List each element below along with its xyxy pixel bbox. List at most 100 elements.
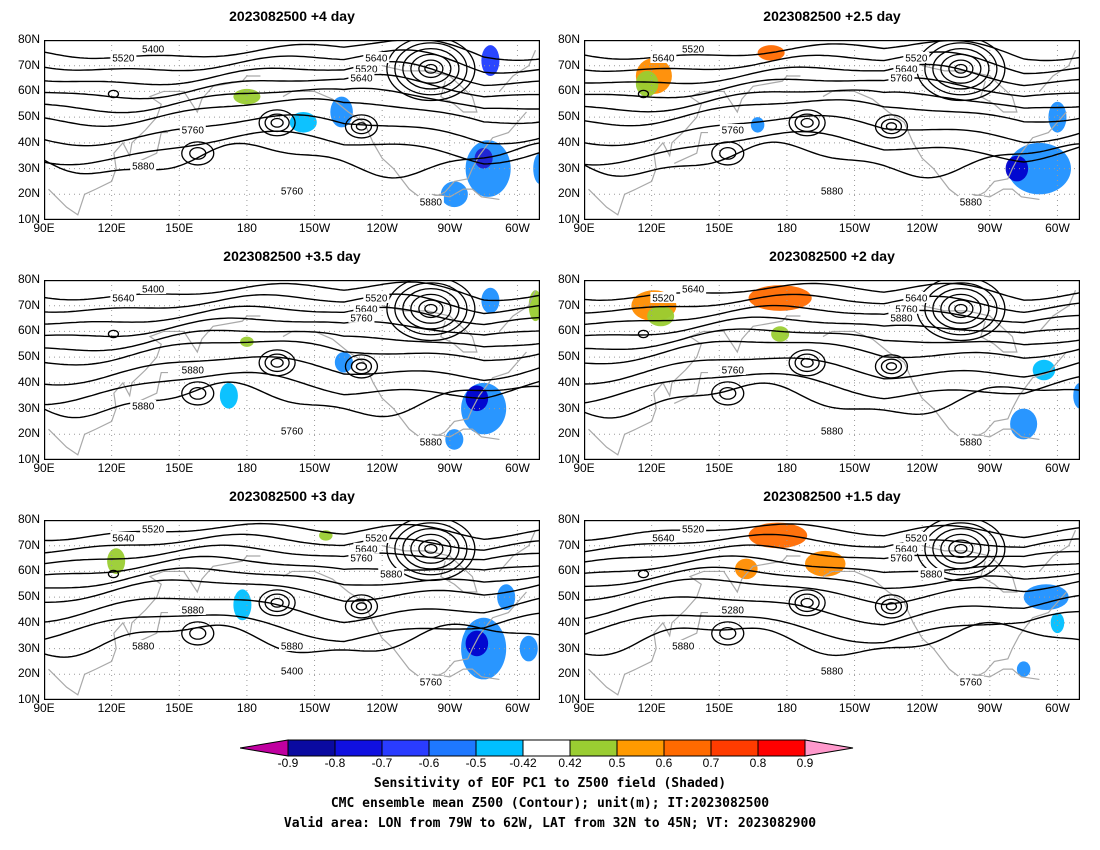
contour-label: 5520 [905,54,928,65]
contour-label: 5640 [652,54,675,65]
z500-closed-contour [788,109,826,137]
sensitivity-shading [748,285,812,311]
contour-label: 5520 [355,64,378,75]
z500-closed-contour [424,303,438,314]
contour-label-bg [378,568,405,579]
contour-label-bg [279,425,305,437]
contour-label: 5760 [281,187,304,198]
z500-contour [584,328,1080,350]
z500-closed-contour [418,539,444,559]
contour-label: 5640 [652,534,675,545]
z500-closed-contour [386,40,476,102]
z500-closed-contour [350,358,373,375]
contour-label: 5880 [890,313,913,324]
lat-tick-label: 60N [557,323,580,338]
sensitivity-shading [748,522,808,549]
sensitivity-shading [289,112,317,133]
colorbar-graphic [239,739,854,757]
contour-label: 5880 [821,187,844,198]
lon-tick-label: 60W [1045,701,1070,715]
sensitivity-shading [219,382,238,409]
z500-contour [44,340,540,366]
contour-label: 5400 [281,667,304,678]
z500-closed-contour [264,593,290,613]
z500-closed-contour [874,114,909,139]
contour-label: 5760 [895,304,918,315]
coastline [1038,290,1077,332]
z500-contour [584,77,1080,99]
z500-contour [584,51,1080,75]
lon-tick-label: 120W [906,461,938,475]
contour-label: 5520 [365,534,388,545]
colorbar-segment [522,739,571,757]
colorbar-tick-label: 0.6 [655,756,673,770]
z500-closed-contour [270,117,284,128]
contour-label-bg [417,436,444,447]
contour-label-bg [130,400,157,411]
contour-label: 5760 [350,313,373,324]
z500-closed-contour [270,597,284,608]
z500-closed-contour [940,533,982,564]
z500-contour [44,356,540,386]
contour-label: 5760 [350,553,373,564]
lon-tick-label: 120E [97,701,126,715]
lat-tick-label: 50N [17,349,40,364]
z500-contour [584,114,1080,147]
sensitivity-shading [233,589,252,621]
lon-tick-label: 120E [97,461,126,475]
lon-tick-label: 60W [505,701,530,715]
contour-label-bg [348,311,375,323]
lat-tick-label: 70N [557,537,580,552]
lat-tick-label: 20N [557,186,580,201]
z500-closed-contour [344,114,379,139]
z500-closed-contour [924,282,998,336]
lon-tick-label: 60W [1045,461,1070,475]
colorbar-segment [381,739,430,757]
lon-tick-label: 120E [637,461,666,475]
contour-label-bg [650,52,677,63]
z500-closed-contour [181,621,215,646]
caption-line-3: Valid area: LON from 79W to 62W, LAT fro… [283,816,817,831]
contour-label: 5640 [350,73,373,84]
z500-closed-contour [637,329,650,339]
z500-closed-contour [711,621,745,646]
z500-contour [584,304,1080,326]
z500-contour [584,578,1080,606]
lat-tick-label: 10N [17,212,40,226]
z500-closed-contour [794,593,820,613]
contour-label-bg [680,283,707,294]
contour-label-bg [719,364,746,375]
colorbar [239,739,860,762]
z500-contour [44,597,540,624]
lon-tick-label: 90E [573,221,595,235]
lon-tick-label: 180 [236,701,257,715]
lat-tick-label: 10N [557,212,580,226]
lat-tick-label: 60N [17,563,40,578]
coastline [133,131,168,164]
z500-closed-contour [410,53,452,84]
contour-label: 5760 [182,126,205,137]
z500-contour [584,621,1080,657]
contour-label-bg [650,532,677,543]
lat-tick-label: 50N [557,109,580,124]
panel-title: 2023082500 +3.5 day [223,248,361,264]
contour-label-bg [348,71,375,83]
contour-label-bg [680,43,707,54]
contour-label: 5880 [420,198,443,209]
lon-tick-label: 150W [298,701,331,715]
lat-tick-label: 80N [557,512,580,526]
lat-tick-label: 40N [557,374,580,389]
contour-label-bg [353,62,380,74]
lat-tick-label: 60N [557,563,580,578]
colorbar-tick-label: -0.5 [465,756,487,770]
z500-closed-contour [711,381,745,406]
caption-line-2: CMC ensemble mean Z500 (Contour); unit(m… [330,796,770,811]
contour-label-bg [888,71,915,83]
contour-label-bg [957,676,984,687]
z500-closed-contour [885,122,898,131]
lat-tick-label: 10N [17,692,40,706]
z500-contour [44,73,540,100]
z500-closed-contour [932,47,990,90]
z500-contour [44,555,540,576]
sensitivity-shading [1016,661,1031,677]
